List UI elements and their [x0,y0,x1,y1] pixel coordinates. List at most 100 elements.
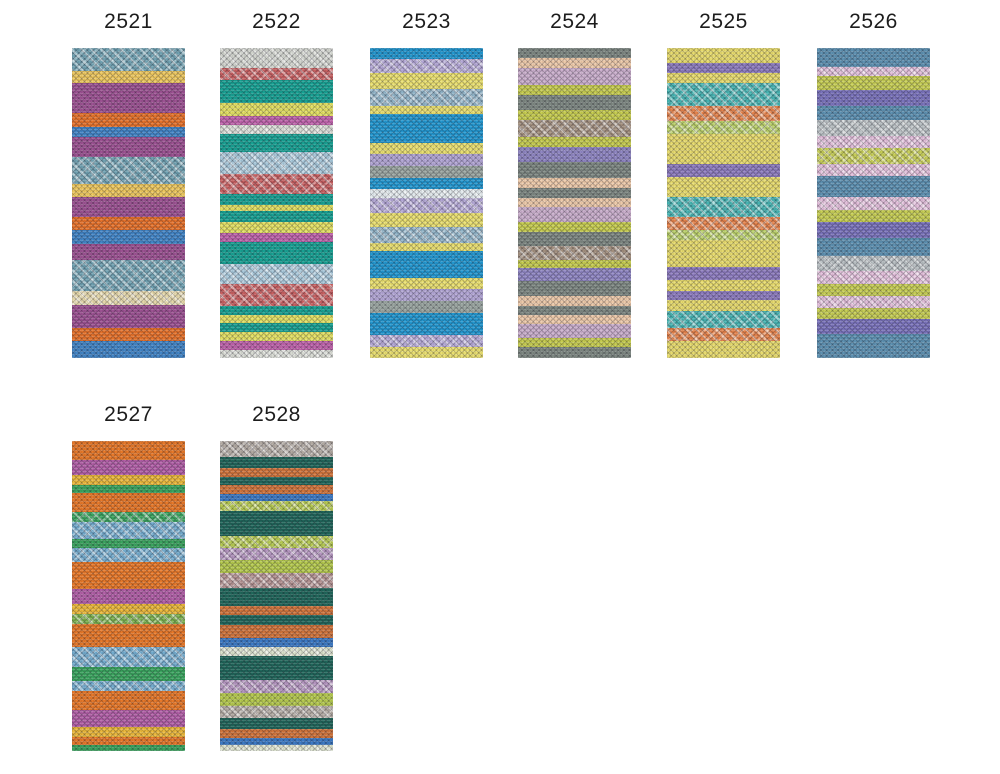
yarn-stripe [220,284,333,306]
yarn-stripe [667,163,780,177]
yarn-stripe [72,217,185,231]
yarn-stripe [220,241,333,264]
yarn-stripe [72,113,185,127]
yarn-stripe [370,347,483,358]
swatch-card-2522: 2522 [220,11,333,358]
swatch-number-label: 2522 [252,10,301,33]
yarn-stripe [72,547,185,562]
yarn-stripe [220,606,333,616]
yarn-stripe [220,656,333,681]
swatch-knit-image [220,441,333,751]
yarn-stripe [370,301,483,313]
yarn-stripe [518,221,631,232]
yarn-stripe [72,561,185,589]
yarn-stripe [817,175,930,197]
swatch-knit-image [72,48,185,358]
yarn-stripe [72,48,185,72]
yarn-stripe [220,341,333,351]
yarn-stripe [220,547,333,560]
yarn-stripe [370,251,483,278]
yarn-stripe [518,188,631,198]
yarn-stripe [220,615,333,625]
swatch-card-2525: 2525 [667,11,780,358]
yarn-stripe [72,710,185,728]
yarn-stripe [817,48,930,67]
yarn-stripe [518,268,631,281]
yarn-stripe [220,717,333,729]
yarn-stripe [518,68,631,85]
yarn-stripe [518,197,631,208]
yarn-stripe [370,48,483,59]
yarn-stripe [518,178,631,189]
yarn-stripe [220,441,333,457]
yarn-stripe [220,152,333,174]
yarn-stripe [667,290,780,300]
yarn-stripe [72,83,185,114]
yarn-stripe [370,189,483,198]
yarn-stripe [518,259,631,269]
yarn-stripe [518,95,631,110]
yarn-stripe [518,305,631,315]
yarn-stripe [518,161,631,179]
yarn-stripe [72,136,185,157]
yarn-stripe [817,75,930,90]
yarn-stripe [72,647,185,667]
yarn-stripe [667,217,780,231]
yarn-stripe [220,331,333,342]
yarn-stripe [667,106,780,122]
yarn-stripe [518,48,631,58]
swatch-knit-image [370,48,483,358]
yarn-stripe [667,133,780,164]
yarn-stripe [518,207,631,222]
yarn-stripe [667,280,780,291]
yarn-stripe [72,196,185,218]
yarn-stripe [220,222,333,234]
yarn-stripe [72,604,185,615]
yarn-stripe [370,278,483,289]
yarn-stripe [220,587,333,607]
yarn-stripe [220,174,333,194]
yarn-stripe [370,227,483,243]
yarn-stripe [817,308,930,320]
yarn-stripe [220,572,333,588]
yarn-stripe [220,510,333,536]
yarn-stripe [72,680,185,691]
swatch-number-label: 2528 [252,403,301,426]
yarn-stripe [817,196,930,210]
yarn-stripe [72,327,185,341]
yarn-stripe [370,198,483,213]
yarn-stripe [817,135,930,148]
yarn-stripe [817,333,930,358]
yarn-stripe [220,535,333,548]
yarn-stripe [220,322,333,332]
yarn-stripe [72,156,185,184]
yarn-stripe [817,106,930,121]
yarn-stripe [518,147,631,162]
yarn-stripe [667,176,780,197]
yarn-stripe [667,63,780,74]
yarn-stripe [220,211,333,223]
yarn-stripe [72,230,185,245]
yarn-stripe [220,467,333,478]
yarn-stripe [220,705,333,718]
yarn-stripe [220,263,333,285]
yarn-stripe [817,147,930,164]
yarn-stripe [370,89,483,106]
swatch-number-label: 2521 [104,10,153,33]
yarn-stripe [72,522,185,540]
yarn-stripe [518,324,631,338]
yarn-stripe [667,121,780,134]
yarn-stripe [72,614,185,625]
swatch-number-label: 2525 [699,10,748,33]
yarn-stripe [72,459,185,475]
swatch-card-2528: 2528 [220,404,333,751]
yarn-stripe [220,305,333,315]
yarn-stripe [72,484,185,493]
yarn-stripe [370,73,483,89]
yarn-stripe [220,637,333,648]
swatch-number-label: 2526 [849,10,898,33]
yarn-stripe [370,289,483,301]
yarn-stripe [817,237,930,257]
yarn-stripe [220,728,333,738]
